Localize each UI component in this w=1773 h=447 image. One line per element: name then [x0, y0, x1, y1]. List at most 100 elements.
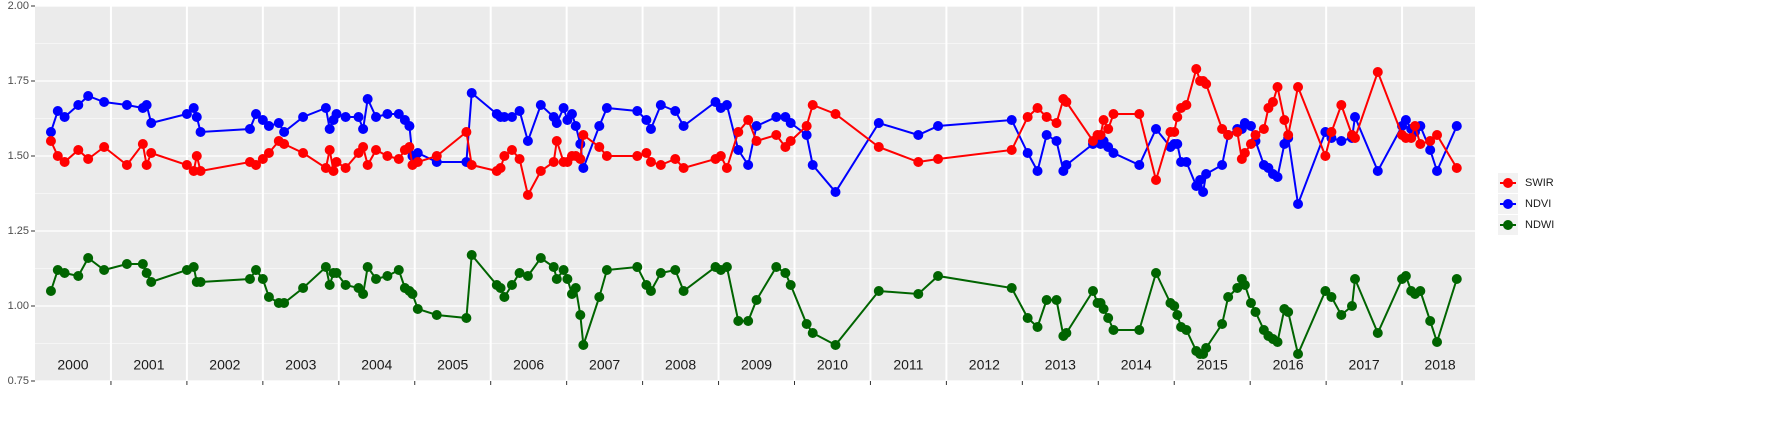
data-point [632, 262, 643, 272]
data-point [298, 148, 309, 158]
data-point [743, 115, 754, 125]
data-point [566, 109, 577, 119]
data-point [1051, 136, 1062, 146]
data-point [771, 130, 782, 140]
data-point [1103, 124, 1114, 134]
data-point [1006, 115, 1017, 125]
data-point [1217, 319, 1228, 329]
data-point [59, 268, 70, 278]
data-point [1336, 310, 1347, 320]
data-point [324, 124, 335, 134]
data-point [522, 136, 533, 146]
data-point [263, 148, 274, 158]
data-point [1272, 82, 1283, 92]
data-point [548, 262, 559, 272]
year-label: 2009 [741, 357, 772, 373]
data-point [59, 112, 70, 122]
data-point [601, 103, 612, 113]
data-point [1022, 112, 1033, 122]
data-point [362, 262, 373, 272]
data-point [320, 103, 331, 113]
data-point [1103, 313, 1114, 323]
data-point [73, 145, 84, 155]
data-point [382, 109, 393, 119]
data-point [52, 106, 63, 116]
year-label: 2018 [1424, 357, 1455, 373]
legend-label: NDWI [1525, 219, 1554, 231]
data-point [1134, 109, 1145, 119]
data-point [146, 277, 157, 287]
data-point [495, 163, 506, 173]
data-point [1098, 304, 1109, 314]
year-label: 2017 [1349, 357, 1380, 373]
data-point [353, 112, 364, 122]
data-point [358, 124, 369, 134]
data-point [382, 151, 393, 161]
data-point [641, 115, 652, 125]
data-point [362, 160, 373, 170]
year-label: 2014 [1121, 357, 1152, 373]
data-point [721, 100, 732, 110]
data-point [188, 103, 199, 113]
data-point [257, 154, 268, 164]
data-point [1451, 163, 1462, 173]
data-point [1267, 97, 1278, 107]
data-point [431, 310, 442, 320]
year-label: 2013 [1045, 357, 1076, 373]
data-point [785, 118, 796, 128]
year-label: 2010 [817, 357, 848, 373]
data-point [751, 136, 762, 146]
data-point [1172, 112, 1183, 122]
data-point [1134, 160, 1145, 170]
data-point [1400, 115, 1411, 125]
data-point [751, 295, 762, 305]
data-point [279, 139, 290, 149]
data-point [1279, 115, 1290, 125]
data-point [801, 319, 812, 329]
data-point [733, 127, 744, 137]
data-point [45, 136, 56, 146]
data-point [83, 253, 94, 263]
data-point [73, 100, 84, 110]
data-point [1041, 130, 1052, 140]
data-point [371, 145, 382, 155]
year-label: 2005 [437, 357, 468, 373]
data-point [1108, 148, 1119, 158]
data-point [594, 142, 605, 152]
data-point [570, 121, 581, 131]
year-label: 2002 [209, 357, 240, 373]
data-point [1406, 133, 1417, 143]
data-point [801, 130, 812, 140]
data-point [1415, 139, 1426, 149]
data-point [99, 97, 110, 107]
data-point [181, 160, 192, 170]
data-point [594, 292, 605, 302]
data-point [1232, 283, 1243, 293]
data-point [146, 148, 157, 158]
data-point [358, 142, 369, 152]
data-point [558, 265, 569, 275]
data-point [1258, 124, 1269, 134]
data-point [331, 268, 342, 278]
data-point [73, 271, 84, 281]
data-point [331, 109, 342, 119]
data-point [412, 304, 423, 314]
data-point [1108, 325, 1119, 335]
data-point [751, 121, 762, 131]
data-point [257, 115, 268, 125]
data-point [404, 121, 415, 131]
data-point [1041, 295, 1052, 305]
data-point [188, 166, 199, 176]
data-point [1432, 130, 1443, 140]
legend-marker [1503, 199, 1513, 209]
y-tick-label: 0.75 [8, 375, 29, 387]
data-point [1245, 139, 1256, 149]
data-point [551, 136, 562, 146]
data-point [785, 136, 796, 146]
data-point [495, 283, 506, 293]
data-point [59, 157, 70, 167]
data-point [1041, 112, 1052, 122]
data-point [263, 292, 274, 302]
data-point [578, 163, 589, 173]
data-point [1245, 298, 1256, 308]
